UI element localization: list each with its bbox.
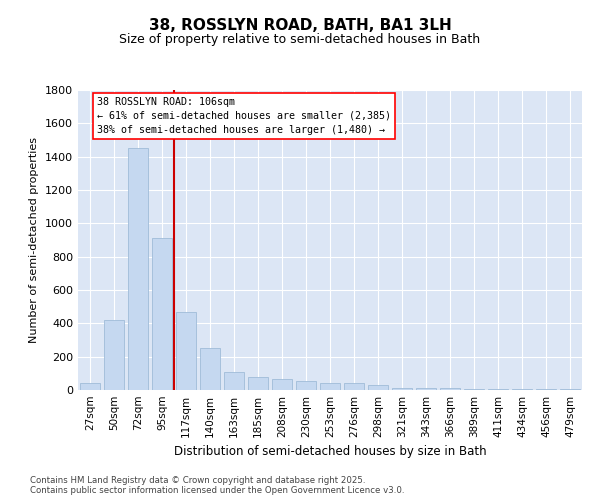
Bar	[464, 388, 484, 390]
Bar	[512, 388, 532, 390]
Bar	[440, 388, 460, 390]
Bar	[488, 389, 508, 390]
Bar	[104, 320, 124, 390]
Bar	[344, 384, 364, 390]
Bar	[224, 372, 244, 390]
Bar	[320, 382, 340, 390]
Text: 38 ROSSLYN ROAD: 106sqm
← 61% of semi-detached houses are smaller (2,385)
38% of: 38 ROSSLYN ROAD: 106sqm ← 61% of semi-de…	[97, 96, 391, 134]
Bar	[272, 379, 292, 390]
Bar	[248, 376, 268, 390]
Text: Contains HM Land Registry data © Crown copyright and database right 2025.
Contai: Contains HM Land Registry data © Crown c…	[30, 476, 404, 495]
Bar	[296, 381, 316, 390]
Bar	[176, 312, 196, 390]
Text: Size of property relative to semi-detached houses in Bath: Size of property relative to semi-detach…	[119, 32, 481, 46]
Y-axis label: Number of semi-detached properties: Number of semi-detached properties	[29, 137, 40, 343]
X-axis label: Distribution of semi-detached houses by size in Bath: Distribution of semi-detached houses by …	[173, 446, 487, 458]
Text: 38, ROSSLYN ROAD, BATH, BA1 3LH: 38, ROSSLYN ROAD, BATH, BA1 3LH	[149, 18, 451, 32]
Bar	[560, 389, 580, 390]
Bar	[368, 385, 388, 390]
Bar	[128, 148, 148, 390]
Bar	[152, 238, 172, 390]
Bar	[200, 348, 220, 390]
Bar	[392, 388, 412, 390]
Bar	[80, 384, 100, 390]
Bar	[416, 388, 436, 390]
Bar	[536, 389, 556, 390]
